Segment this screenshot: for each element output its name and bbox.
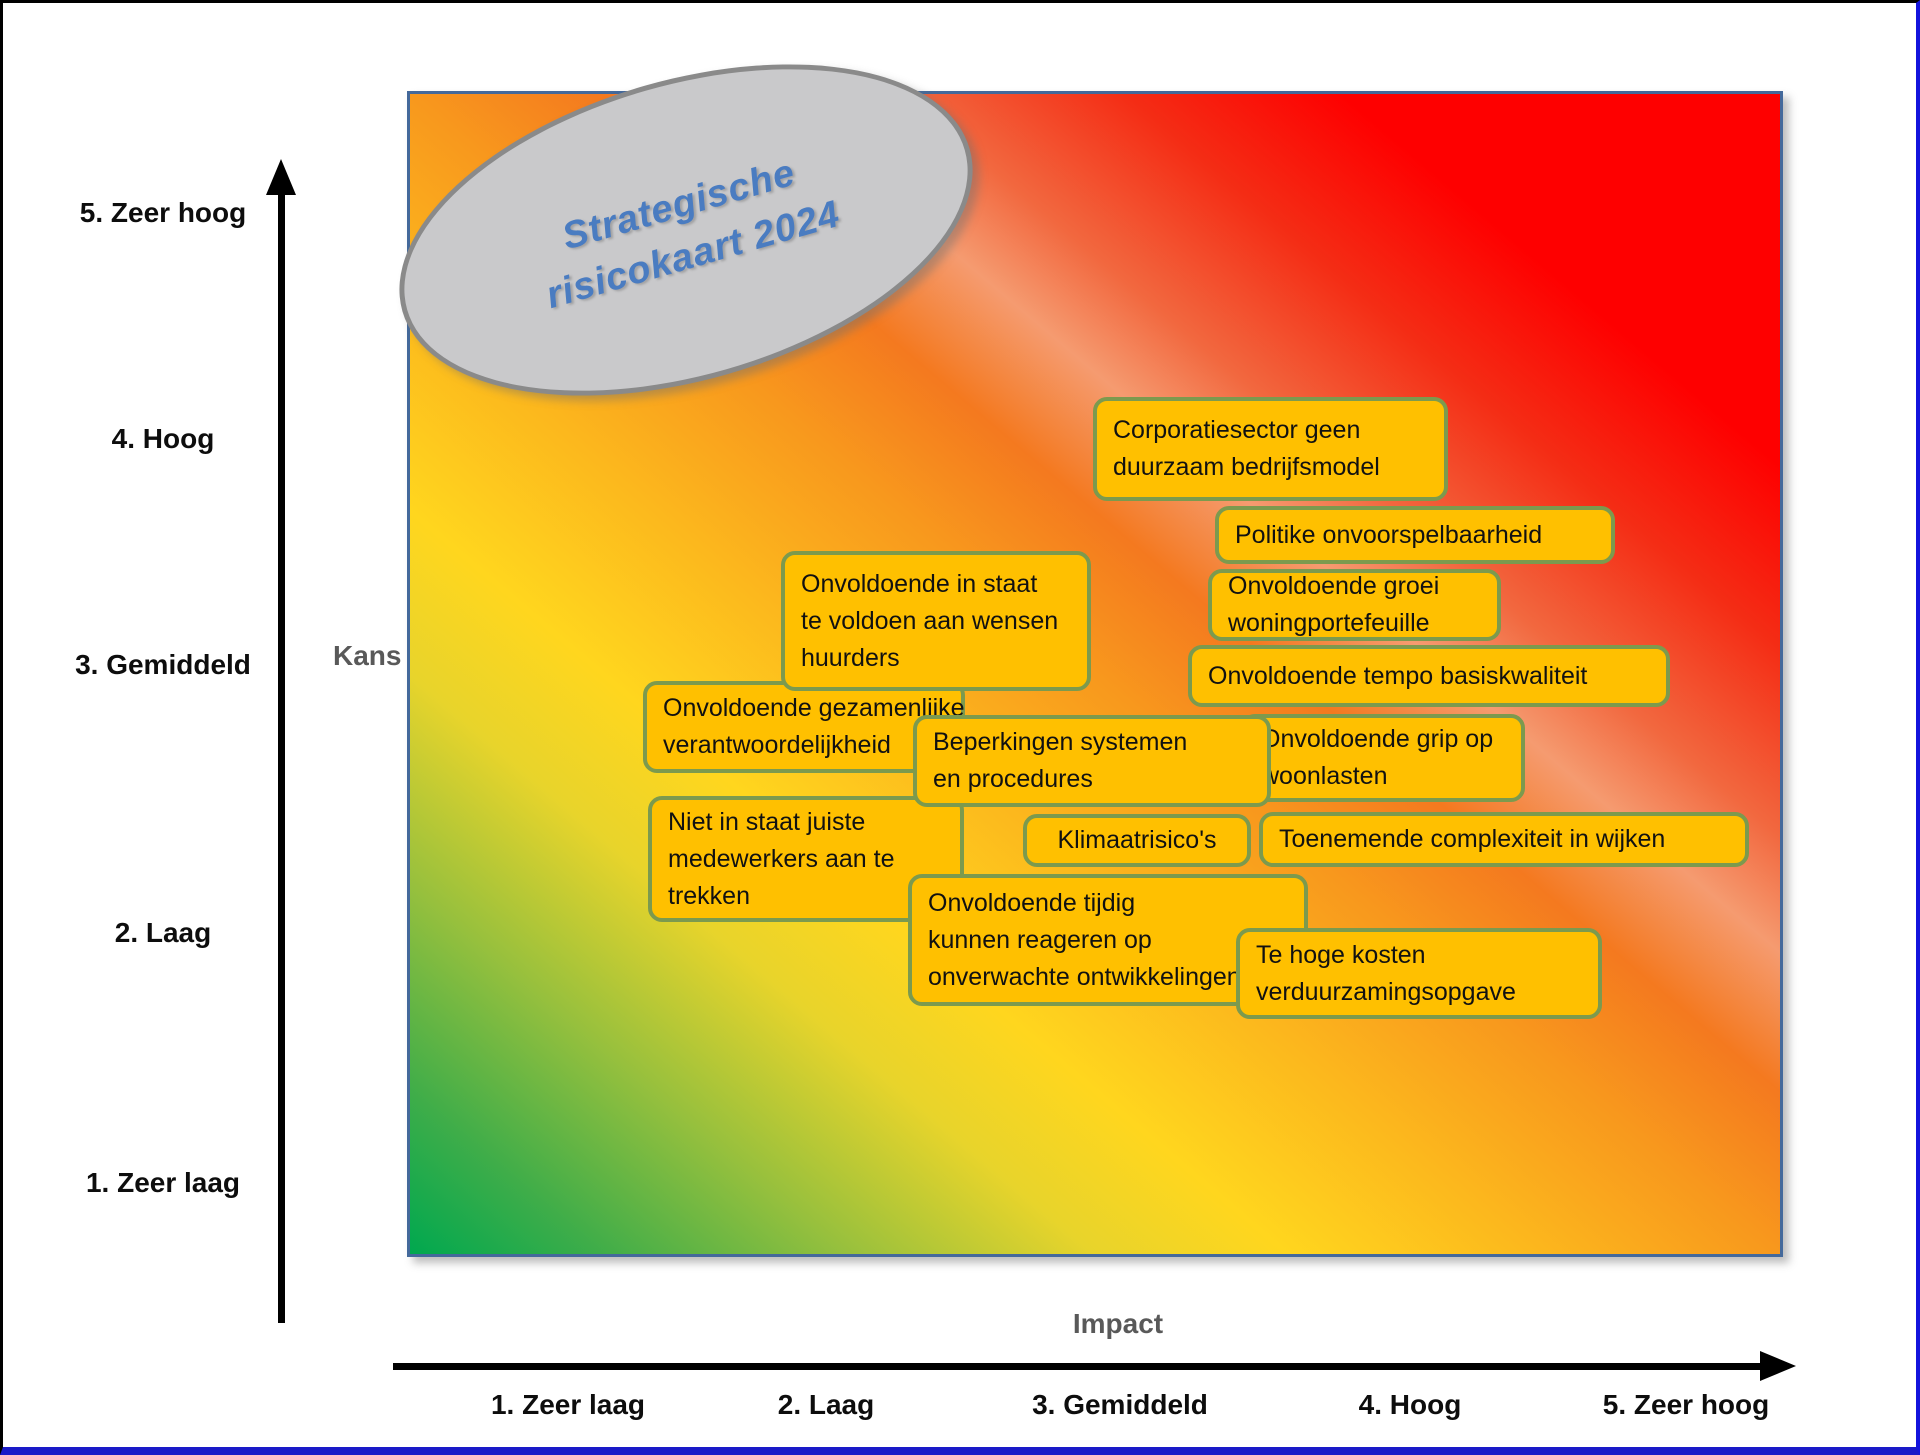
risk-box-beperkingen-systemen: Beperkingen systemen en procedures (913, 715, 1271, 807)
risk-box-gezamenlijke-verantwoordelijkheid: Onvoldoende gezamenlijke verantwoordelij… (643, 681, 965, 773)
risk-box-wensen-huurders: Onvoldoende in staat te voldoen aan wens… (781, 551, 1091, 691)
risk-box-tempo-basiskwaliteit: Onvoldoende tempo basiskwaliteit (1188, 645, 1670, 707)
risk-box-grip-op-woonlasten: Onvoldoende grip op woonlasten (1241, 714, 1525, 802)
x-tick-4-hoog: 4. Hoog (1358, 1389, 1462, 1420)
risk-box-te-hoge-kosten: Te hoge kosten verduurzamingsopgave (1236, 928, 1602, 1019)
x-tick-2-laag: 2. Laag (777, 1389, 875, 1420)
x-tick-5-zeer-hoog: 5. Zeer hoog (1602, 1389, 1770, 1420)
x-tick-1-zeer-laag: 1. Zeer laag (490, 1389, 646, 1420)
y-tick-4-hoog: 4. Hoog (111, 423, 215, 454)
risk-box-toenemende-complexiteit: Toenemende complexiteit in wijken (1259, 812, 1749, 867)
y-tick-5-zeer-hoog: 5. Zeer hoog (79, 197, 247, 228)
y-tick-3-gemiddeld: 3. Gemiddeld (75, 649, 251, 680)
x-axis-name: Impact (1072, 1308, 1164, 1339)
y-axis-name: Kans (333, 640, 402, 671)
y-tick-1-zeer-laag: 1. Zeer laag (85, 1167, 241, 1198)
y-axis-arrowhead-icon (266, 159, 296, 195)
risk-box-politike-onvoorspelbaarheid: Politike onvoorspelbaarheid (1215, 506, 1615, 564)
y-tick-2-laag: 2. Laag (114, 917, 212, 948)
risk-box-klimaatrisicos: Klimaatrisico's (1023, 814, 1251, 867)
x-axis-arrowhead-icon (1760, 1351, 1796, 1381)
x-axis-line (393, 1363, 1768, 1370)
y-axis-line (278, 193, 285, 1323)
risk-box-groei-woningportefeuille: Onvoldoende groei woningportefeuille (1208, 569, 1501, 641)
x-tick-3-gemiddeld: 3. Gemiddeld (1032, 1389, 1208, 1420)
risk-box-corporatiesector: Corporatiesector geen duurzaam bedrijfsm… (1093, 397, 1448, 501)
